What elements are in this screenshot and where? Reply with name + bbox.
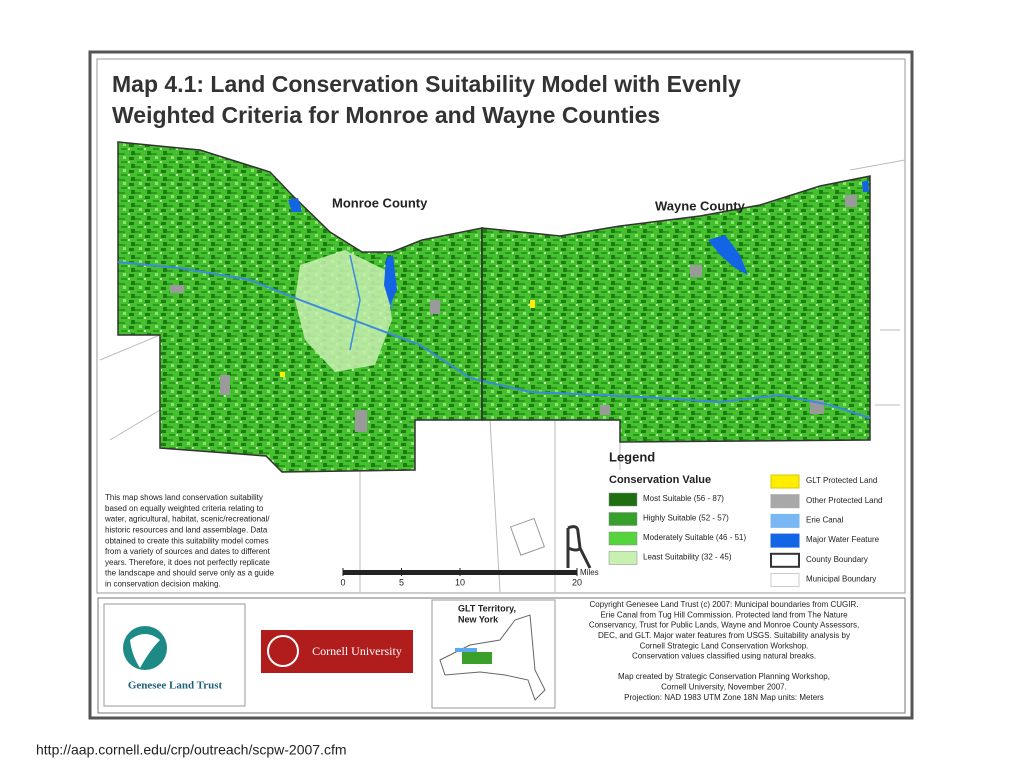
legend-swatch [770,533,800,548]
description-line: obtained to create this suitability mode… [105,536,269,545]
description-line: water, agricultural, habitat, scenic/rec… [104,515,270,524]
legend-swatch [608,492,638,507]
municipal-boundary [99,159,906,593]
description-line: from a variety of sources and dates to d… [105,547,271,556]
legend-label: Moderately Suitable (46 - 51) [643,533,747,542]
scale-label: 10 [455,577,465,587]
legend-label: Major Water Feature [806,535,880,544]
county-label: Monroe County [332,195,428,210]
legend-label: Least Suitability (32 - 45) [643,553,732,562]
municipal-boundary [509,517,545,556]
credit-line: Erie Canal from Tug Hill Commission. Pro… [600,610,848,619]
glt-logo-box [103,603,246,707]
description-line: the landscape and should serve only as a… [105,569,275,578]
credit-line: Conservation values classified using nat… [632,652,816,661]
description-line: based on equally weighted criteria relat… [105,504,264,513]
glt-protected-land [280,300,535,377]
map-title: Weighted Criteria for Monroe and Wayne C… [112,102,660,128]
info-panel [97,597,906,714]
credits: Copyright Genesee Land Trust (c) 2007: M… [589,600,859,702]
glt-name: Genesee Land Trust [128,680,223,692]
credit-line: Cornell Strategic Land Conservation Work… [640,641,809,650]
glt-logo-leaf [130,634,160,668]
legend-swatch [770,513,800,528]
legend-label: County Boundary [806,555,868,564]
credit-line: Copyright Genesee Land Trust (c) 2007: M… [589,600,858,609]
inset-glt-territory [462,652,492,664]
inset-box [431,599,556,709]
description: This map shows land conservation suitabi… [104,493,275,588]
legend-subtitle: Conservation Value [609,474,711,486]
description-line: years. Therefore, it does not perfectly … [105,558,270,567]
scale-label: 5 [399,577,404,587]
scale-label: 0 [340,577,345,587]
legend-swatch [770,573,800,587]
credit-line: Projection: NAD 1983 UTM Zone 18N Map un… [624,693,824,702]
wayne-county [481,175,871,443]
least-suitable-area [295,250,392,372]
inset-title: GLT Territory, [458,603,516,613]
major-water [288,180,869,305]
description-line: This map shows land conservation suitabi… [105,493,263,502]
map-frame [96,58,906,594]
north-arrow [566,525,592,569]
legend-label: Other Protected Land [806,496,883,505]
inset-lake [455,648,477,652]
footer-url: http://aap.cornell.edu/crp/outreach/scpw… [36,742,347,758]
inset-title: New York [458,614,499,624]
cornell-seal [267,635,299,667]
description-line: in conservation decision making. [105,580,221,589]
legend-label: Erie Canal [806,516,844,525]
legend-swatch [608,531,638,546]
legend: Legend Conservation Value Most Suitable … [608,449,883,587]
legend-swatch [608,512,638,526]
legend-label: Most Suitable (56 - 87) [643,494,724,503]
legend-swatch [608,551,638,565]
scale-unit: Miles [580,568,599,577]
legend-label: GLT Protected Land [806,476,877,485]
credit-line: Map created by Strategic Conservation Pl… [618,672,830,681]
legend-label: Municipal Boundary [806,575,876,584]
legend-swatch [770,474,800,489]
scale-label: 20 [572,577,582,587]
legend-label: Highly Suitable (52 - 57) [643,514,729,523]
legend-title: Legend [609,449,655,464]
outer-frame [88,50,914,720]
cornell-name: Cornell University [312,644,402,658]
legend-swatch [770,494,800,509]
credit-line: Conservancy, Trust for Public Lands, Way… [589,621,859,630]
map-area: Monroe County Wayne County [99,141,906,593]
credit-line: Cornell University, November 2007. [661,683,787,692]
map-title: Map 4.1: Land Conservation Suitability M… [112,71,741,97]
inset-new-york [439,614,546,701]
credit-line: DEC, and GLT. Major water features from … [598,631,850,640]
description-line: historic resources and land assemblage. … [105,526,268,535]
erie-canal [117,261,871,419]
county-label: Wayne County [655,198,746,213]
legend-swatch [770,552,800,568]
